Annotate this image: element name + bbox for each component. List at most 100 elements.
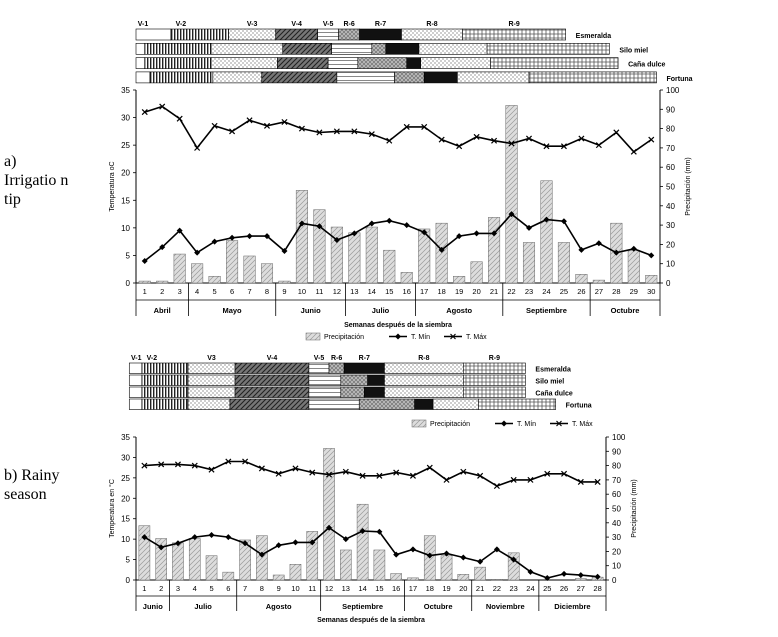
y2-tick-label: 80 xyxy=(666,125,675,134)
stage-label: R-9 xyxy=(509,21,520,28)
x-tick-label: 8 xyxy=(265,287,269,296)
month-label: Septiembre xyxy=(342,602,383,611)
point-t-max xyxy=(426,464,433,471)
point-t-max xyxy=(630,148,637,155)
x-tick-label: 3 xyxy=(176,584,180,593)
y2-tick-label: 80 xyxy=(612,462,621,471)
stage-segment-r-6 xyxy=(394,71,425,84)
y2-tick-label: 20 xyxy=(666,240,675,249)
stage-segment-v-4 xyxy=(282,42,332,55)
x-tick-label: 24 xyxy=(526,584,534,593)
point-t-max xyxy=(393,469,400,476)
stage-segment-r-8 xyxy=(384,386,464,398)
stage-label: V-2 xyxy=(147,355,158,362)
point-t-max xyxy=(409,472,416,479)
point-t-min xyxy=(561,570,568,577)
point-t-min xyxy=(211,238,218,245)
stage-label: R-7 xyxy=(375,21,386,28)
y2-tick-label: 70 xyxy=(612,476,621,485)
stage-segment-r-9 xyxy=(478,398,556,410)
point-t-min xyxy=(141,257,148,264)
point-t-max xyxy=(316,129,323,136)
point-t-min xyxy=(421,229,428,236)
legend-label: Precipitación xyxy=(324,334,364,341)
y-tick-label: 20 xyxy=(121,494,130,503)
stage-segment-v-4 xyxy=(261,71,338,84)
point-t-max xyxy=(176,115,183,122)
stage-segment-v-3 xyxy=(228,28,277,41)
x-tick-label: 24 xyxy=(542,287,550,296)
x-tick-label: 27 xyxy=(595,287,603,296)
point-t-max xyxy=(560,143,567,150)
stage-segment-v3 xyxy=(187,398,231,410)
point-t-min xyxy=(473,230,480,237)
stage-segment-r-9 xyxy=(486,42,610,55)
x-tick-label: 16 xyxy=(403,287,411,296)
stage-label: R-6 xyxy=(343,21,354,28)
stage-segment-r-7 xyxy=(359,28,402,41)
stage-segment-r-9 xyxy=(463,374,526,386)
month-label: Noviembre xyxy=(486,602,525,611)
legend-marker-t-min xyxy=(395,333,401,340)
point-t-max xyxy=(298,125,305,132)
stage-segment-v-4 xyxy=(234,386,310,398)
bar-precipitacion xyxy=(592,279,605,284)
point-t-max xyxy=(225,458,232,465)
x-tick-label: 19 xyxy=(442,584,450,593)
point-t-min xyxy=(613,249,620,256)
stage-segment-v-5 xyxy=(327,57,359,69)
month-label: Octubre xyxy=(424,602,453,611)
point-t-max xyxy=(477,472,484,479)
bar-precipitacion xyxy=(348,232,361,284)
x-tick-label: 15 xyxy=(375,584,383,593)
x-tick-label: 19 xyxy=(455,287,463,296)
y2-tick-label: 70 xyxy=(666,144,675,153)
variety-label: Esmeralda xyxy=(576,33,612,40)
bar-precipitacion xyxy=(470,261,483,284)
bar-precipitacion xyxy=(373,549,386,581)
stage-segment-v-5 xyxy=(331,42,373,55)
bar-precipitacion xyxy=(188,538,201,581)
y2-tick-label: 100 xyxy=(612,433,626,442)
stage-segment-v-1 xyxy=(128,386,143,398)
bar-precipitacion xyxy=(306,531,319,581)
stage-label: V-4 xyxy=(267,355,278,362)
stage-segment-r-6 xyxy=(340,386,365,398)
panel-b-caption: b) Rainy season xyxy=(4,467,60,503)
bar-precipitacion xyxy=(627,249,640,284)
point-t-max xyxy=(460,468,467,475)
point-t-max xyxy=(194,144,201,151)
y2-axis-title: Precipitación (mm) xyxy=(685,157,692,215)
point-t-min xyxy=(577,572,584,579)
stage-segment-v-5 xyxy=(308,398,360,410)
point-t-min xyxy=(526,224,532,231)
month-label: Julio xyxy=(372,306,390,315)
variety-label: Caña dulce xyxy=(628,62,665,69)
month-label: Agosto xyxy=(446,306,472,315)
stage-segment-v-1 xyxy=(128,374,143,386)
variety-label: Fortuna xyxy=(566,403,592,410)
stage-label: V-1 xyxy=(131,355,142,362)
month-label: Diciembre xyxy=(554,602,590,611)
y-axis-title: Temperatura oC xyxy=(109,161,116,211)
point-t-min xyxy=(460,554,467,561)
bar-precipitacion xyxy=(256,535,268,581)
x-tick-label: 14 xyxy=(358,584,366,593)
stage-segment-v-5 xyxy=(308,386,342,398)
bar-precipitacion xyxy=(400,272,413,284)
stage-segment-v-3 xyxy=(210,42,284,55)
y-tick-label: 35 xyxy=(121,86,130,95)
x-tick-label: 10 xyxy=(298,287,306,296)
point-t-max xyxy=(595,142,602,149)
stage-segment-r-8 xyxy=(420,57,491,69)
point-t-min xyxy=(359,527,366,534)
point-t-max xyxy=(292,465,299,472)
stage-segment-r-7 xyxy=(406,57,422,69)
y2-tick-label: 50 xyxy=(612,505,621,514)
point-t-min xyxy=(477,558,484,565)
month-label: Abril xyxy=(154,306,171,315)
point-t-max xyxy=(211,122,218,129)
bar-precipitacion xyxy=(205,555,218,581)
bar-precipitacion xyxy=(557,242,570,284)
